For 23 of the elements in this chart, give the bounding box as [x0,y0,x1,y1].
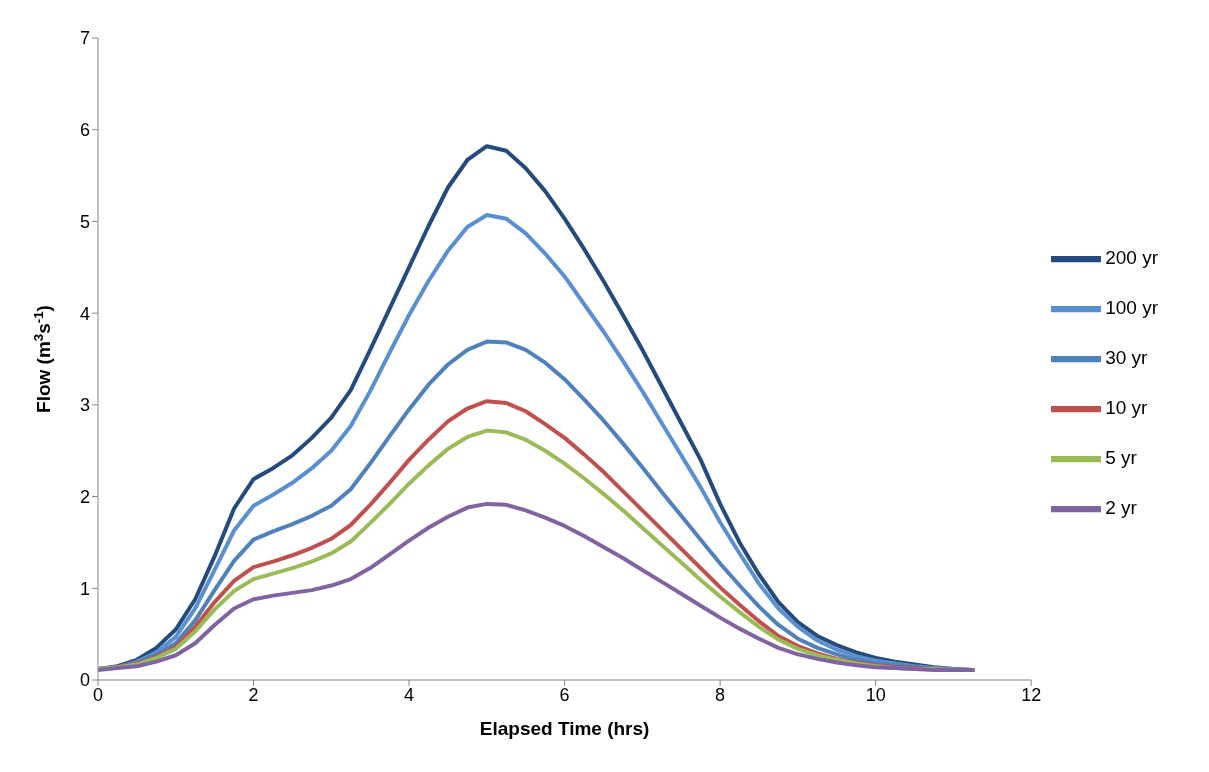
x-tick-label: 4 [404,684,415,705]
x-axis-title: Elapsed Time (hrs) [479,718,650,739]
legend-label: 2 yr [1105,497,1137,519]
line-series [98,501,975,672]
legend-label: 100 yr [1105,297,1158,319]
legend-label: 5 yr [1105,447,1137,469]
y-tick-label: 7 [79,28,90,49]
x-tick-label: 12 [1021,684,1042,705]
y-tick-label: 2 [79,486,90,507]
legend-label: 10 yr [1105,397,1148,419]
legend-label: 200 yr [1105,247,1158,269]
y-tick-label: 3 [79,395,90,416]
x-tick-label: 8 [715,684,726,705]
legend-label: 30 yr [1105,347,1148,369]
y-tick-label: 0 [79,670,90,691]
x-tick-label: 2 [248,684,259,705]
x-tick-label: 10 [865,684,886,705]
y-tick-label: 6 [79,120,90,141]
x-tick-label: 6 [559,684,570,705]
y-tick-label: 4 [79,303,90,324]
x-tick-label: 0 [92,684,104,705]
y-tick-label: 1 [79,578,90,599]
y-tick-label: 5 [79,211,90,232]
